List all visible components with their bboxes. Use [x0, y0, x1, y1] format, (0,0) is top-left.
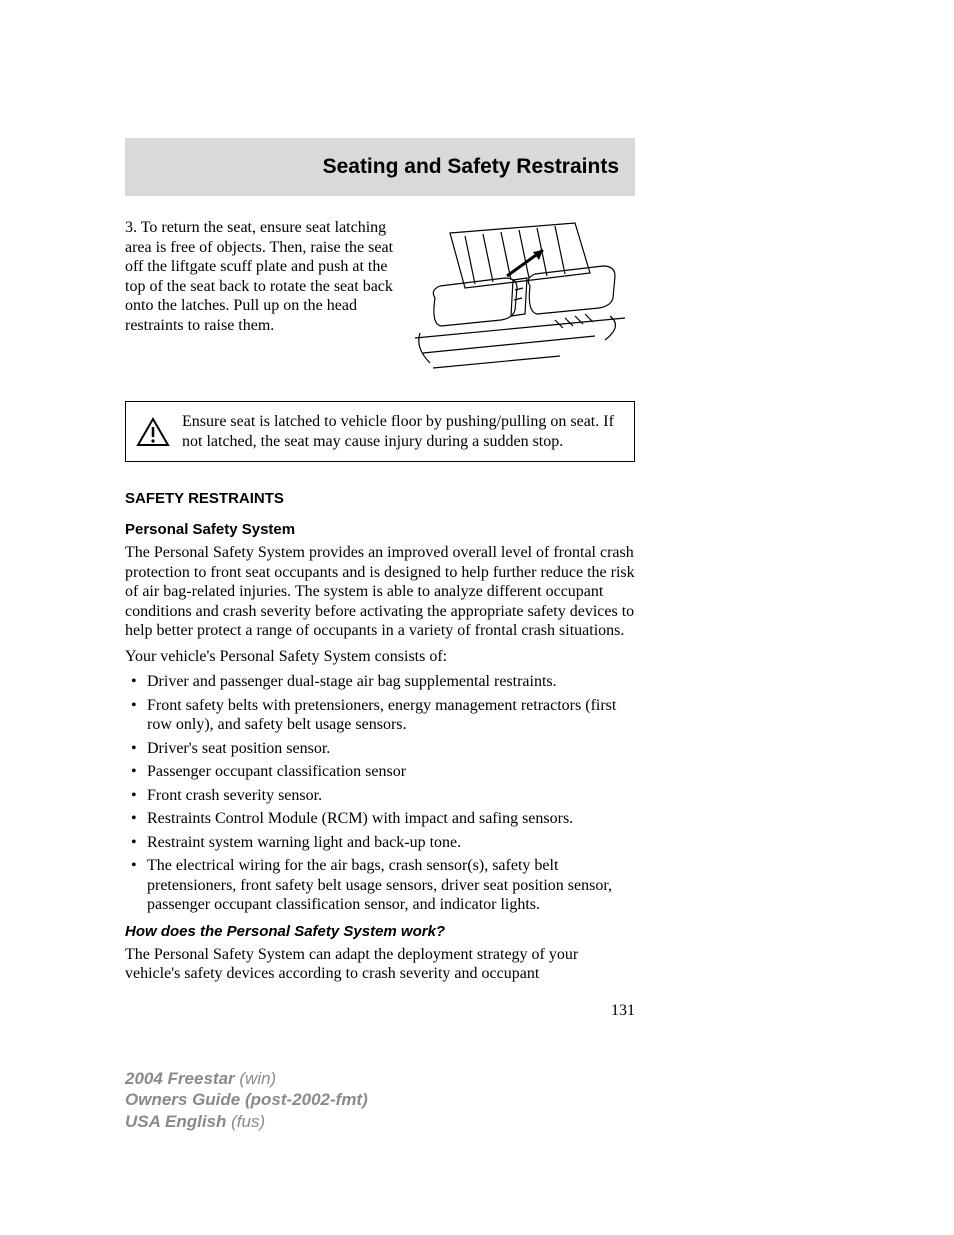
pss-components-list: Driver and passenger dual-stage air bag … — [125, 672, 635, 915]
section-header-title: Seating and Safety Restraints — [323, 155, 619, 179]
footer-block: 2004 Freestar (win) Owners Guide (post-2… — [125, 1068, 368, 1132]
warning-box: Ensure seat is latched to vehicle floor … — [125, 401, 635, 462]
list-item: Driver and passenger dual-stage air bag … — [125, 672, 635, 692]
list-item: Driver's seat position sensor. — [125, 739, 635, 759]
list-item: Front safety belts with pretensioners, e… — [125, 696, 635, 735]
page-content: 3. To return the seat, ensure seat latch… — [125, 218, 635, 1020]
footer-lang: USA English — [125, 1112, 231, 1131]
footer-code1: (win) — [239, 1069, 276, 1088]
footer-code3: (fus) — [231, 1112, 265, 1131]
warning-text: Ensure seat is latched to vehicle floor … — [182, 412, 622, 451]
section-header-band: Seating and Safety Restraints — [125, 138, 635, 196]
step-3-row: 3. To return the seat, ensure seat latch… — [125, 218, 635, 383]
list-item: Front crash severity sensor. — [125, 786, 635, 806]
step-3-text: 3. To return the seat, ensure seat latch… — [125, 218, 405, 335]
safety-restraints-heading: SAFETY RESTRAINTS — [125, 490, 635, 507]
footer-line-2: Owners Guide (post-2002-fmt) — [125, 1089, 368, 1110]
footer-line-1: 2004 Freestar (win) — [125, 1068, 368, 1089]
footer-model: 2004 Freestar — [125, 1069, 239, 1088]
list-item: Restraint system warning light and back-… — [125, 833, 635, 853]
pss-heading: Personal Safety System — [125, 521, 635, 538]
pss-consists-paragraph: Your vehicle's Personal Safety System co… — [125, 647, 635, 667]
page-number: 131 — [125, 1002, 635, 1020]
pss-intro-paragraph: The Personal Safety System provides an i… — [125, 543, 635, 641]
list-item: Restraints Control Module (RCM) with imp… — [125, 809, 635, 829]
footer-line-3: USA English (fus) — [125, 1111, 368, 1132]
list-item: The electrical wiring for the air bags, … — [125, 856, 635, 915]
how-works-heading: How does the Personal Safety System work… — [125, 923, 635, 940]
seat-diagram-icon — [405, 218, 635, 383]
list-item: Passenger occupant classification sensor — [125, 762, 635, 782]
warning-triangle-icon — [136, 417, 170, 447]
how-works-paragraph: The Personal Safety System can adapt the… — [125, 945, 635, 984]
